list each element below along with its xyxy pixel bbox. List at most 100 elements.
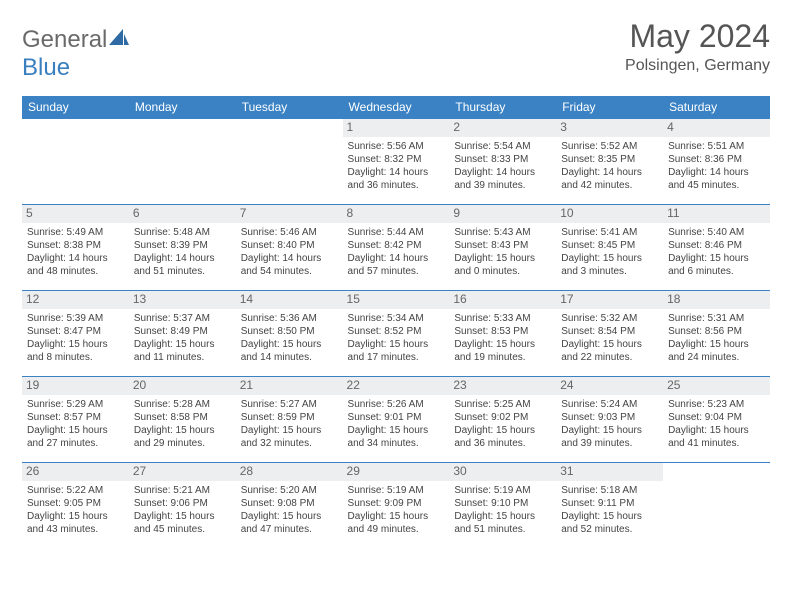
sunrise-line: Sunrise: 5:19 AM xyxy=(454,484,551,497)
title-block: May 2024 Polsingen, Germany xyxy=(625,18,770,75)
day-number: 28 xyxy=(236,463,343,481)
calendar-day-cell xyxy=(663,463,770,549)
daylight-line: Daylight: 14 hours and 51 minutes. xyxy=(134,252,231,278)
calendar-body: 1Sunrise: 5:56 AMSunset: 8:32 PMDaylight… xyxy=(22,119,770,549)
day-number: 5 xyxy=(22,205,129,223)
calendar-table: SundayMondayTuesdayWednesdayThursdayFrid… xyxy=(22,96,770,549)
daylight-line: Daylight: 15 hours and 45 minutes. xyxy=(134,510,231,536)
calendar-day-cell: 2Sunrise: 5:54 AMSunset: 8:33 PMDaylight… xyxy=(449,119,556,205)
sunset-line: Sunset: 9:03 PM xyxy=(561,411,658,424)
sunset-line: Sunset: 8:46 PM xyxy=(668,239,765,252)
day-number: 1 xyxy=(343,119,450,137)
day-number: 2 xyxy=(449,119,556,137)
sunset-line: Sunset: 8:43 PM xyxy=(454,239,551,252)
sunset-line: Sunset: 9:04 PM xyxy=(668,411,765,424)
daylight-line: Daylight: 15 hours and 39 minutes. xyxy=(561,424,658,450)
sunrise-line: Sunrise: 5:26 AM xyxy=(348,398,445,411)
daylight-line: Daylight: 15 hours and 3 minutes. xyxy=(561,252,658,278)
daylight-line: Daylight: 15 hours and 34 minutes. xyxy=(348,424,445,450)
sunrise-line: Sunrise: 5:23 AM xyxy=(668,398,765,411)
sunset-line: Sunset: 8:32 PM xyxy=(348,153,445,166)
calendar-day-cell xyxy=(236,119,343,205)
day-number: 26 xyxy=(22,463,129,481)
calendar-day-cell: 1Sunrise: 5:56 AMSunset: 8:32 PMDaylight… xyxy=(343,119,450,205)
calendar-day-cell: 23Sunrise: 5:25 AMSunset: 9:02 PMDayligh… xyxy=(449,377,556,463)
sunset-line: Sunset: 9:09 PM xyxy=(348,497,445,510)
weekday-header: Monday xyxy=(129,96,236,119)
logo-text: General Blue xyxy=(22,26,129,82)
weekday-header: Thursday xyxy=(449,96,556,119)
day-number: 12 xyxy=(22,291,129,309)
calendar-day-cell: 29 Sunrise: 5:19 AMSunset: 9:09 PMDayligh… xyxy=(343,463,450,549)
sunset-line: Sunset: 8:52 PM xyxy=(348,325,445,338)
daylight-line: Daylight: 15 hours and 6 minutes. xyxy=(668,252,765,278)
day-number: 6 xyxy=(129,205,236,223)
weekday-header: Saturday xyxy=(663,96,770,119)
sunrise-line: Sunrise: 5:37 AM xyxy=(134,312,231,325)
calendar-day-cell: 3Sunrise: 5:52 AMSunset: 8:35 PMDaylight… xyxy=(556,119,663,205)
daylight-line: Daylight: 15 hours and 49 minutes. xyxy=(348,510,445,536)
sunset-line: Sunset: 8:42 PM xyxy=(348,239,445,252)
sunrise-line: Sunrise: 5:36 AM xyxy=(241,312,338,325)
day-number: 25 xyxy=(663,377,770,395)
daylight-line: Daylight: 15 hours and 29 minutes. xyxy=(134,424,231,450)
sunrise-line: Sunrise: 5:34 AM xyxy=(348,312,445,325)
calendar-day-cell: 22Sunrise: 5:26 AMSunset: 9:01 PMDayligh… xyxy=(343,377,450,463)
header: General Blue May 2024 Polsingen, Germany xyxy=(22,18,770,82)
calendar-day-cell: 7Sunrise: 5:46 AMSunset: 8:40 PMDaylight… xyxy=(236,205,343,291)
daylight-line: Daylight: 15 hours and 52 minutes. xyxy=(561,510,658,536)
sunrise-line: Sunrise: 5:19 AM xyxy=(348,484,445,497)
calendar-day-cell: 19Sunrise: 5:29 AMSunset: 8:57 PMDayligh… xyxy=(22,377,129,463)
calendar-day-cell: 6Sunrise: 5:48 AMSunset: 8:39 PMDaylight… xyxy=(129,205,236,291)
daylight-line: Daylight: 14 hours and 57 minutes. xyxy=(348,252,445,278)
day-number: 23 xyxy=(449,377,556,395)
daylight-line: Daylight: 14 hours and 42 minutes. xyxy=(561,166,658,192)
day-number: 21 xyxy=(236,377,343,395)
sunrise-line: Sunrise: 5:31 AM xyxy=(668,312,765,325)
day-number: 7 xyxy=(236,205,343,223)
daylight-line: Daylight: 15 hours and 0 minutes. xyxy=(454,252,551,278)
calendar-week-row: 1Sunrise: 5:56 AMSunset: 8:32 PMDaylight… xyxy=(22,119,770,205)
day-number: 29 xyxy=(343,463,450,481)
daylight-line: Daylight: 15 hours and 19 minutes. xyxy=(454,338,551,364)
sunset-line: Sunset: 9:05 PM xyxy=(27,497,124,510)
day-number: 4 xyxy=(663,119,770,137)
calendar-day-cell: 25 Sunrise: 5:23 AMSunset: 9:04 PMDayligh… xyxy=(663,377,770,463)
day-number: 30 xyxy=(449,463,556,481)
day-number: 20 xyxy=(129,377,236,395)
daylight-line: Daylight: 15 hours and 36 minutes. xyxy=(454,424,551,450)
sunrise-line: Sunrise: 5:32 AM xyxy=(561,312,658,325)
logo-part1: General xyxy=(22,26,107,53)
calendar-day-cell: 30Sunrise: 5:19 AMSunset: 9:10 PMDayligh… xyxy=(449,463,556,549)
sunset-line: Sunset: 8:56 PM xyxy=(668,325,765,338)
sunrise-line: Sunrise: 5:41 AM xyxy=(561,226,658,239)
day-number: 13 xyxy=(129,291,236,309)
sunset-line: Sunset: 9:11 PM xyxy=(561,497,658,510)
sunrise-line: Sunrise: 5:18 AM xyxy=(561,484,658,497)
weekday-header: Tuesday xyxy=(236,96,343,119)
sunrise-line: Sunrise: 5:52 AM xyxy=(561,140,658,153)
sunset-line: Sunset: 8:57 PM xyxy=(27,411,124,424)
daylight-line: Daylight: 15 hours and 41 minutes. xyxy=(668,424,765,450)
calendar-day-cell: 10Sunrise: 5:41 AMSunset: 8:45 PMDayligh… xyxy=(556,205,663,291)
calendar-day-cell: 11Sunrise: 5:40 AMSunset: 8:46 PMDayligh… xyxy=(663,205,770,291)
calendar-day-cell: 14Sunrise: 5:36 AMSunset: 8:50 PMDayligh… xyxy=(236,291,343,377)
sunset-line: Sunset: 8:39 PM xyxy=(134,239,231,252)
weekday-header: Friday xyxy=(556,96,663,119)
sunrise-line: Sunrise: 5:39 AM xyxy=(27,312,124,325)
sunset-line: Sunset: 8:53 PM xyxy=(454,325,551,338)
daylight-line: Daylight: 14 hours and 48 minutes. xyxy=(27,252,124,278)
sunset-line: Sunset: 8:38 PM xyxy=(27,239,124,252)
calendar-day-cell: 17Sunrise: 5:32 AMSunset: 8:54 PMDayligh… xyxy=(556,291,663,377)
calendar-day-cell: 20Sunrise: 5:28 AMSunset: 8:58 PMDayligh… xyxy=(129,377,236,463)
day-number: 8 xyxy=(343,205,450,223)
sunrise-line: Sunrise: 5:28 AM xyxy=(134,398,231,411)
calendar-day-cell: 28Sunrise: 5:20 AMSunset: 9:08 PMDayligh… xyxy=(236,463,343,549)
sunrise-line: Sunrise: 5:22 AM xyxy=(27,484,124,497)
day-number: 17 xyxy=(556,291,663,309)
day-number: 31 xyxy=(556,463,663,481)
sunrise-line: Sunrise: 5:43 AM xyxy=(454,226,551,239)
day-number: 24 xyxy=(556,377,663,395)
day-number: 3 xyxy=(556,119,663,137)
sunrise-line: Sunrise: 5:20 AM xyxy=(241,484,338,497)
